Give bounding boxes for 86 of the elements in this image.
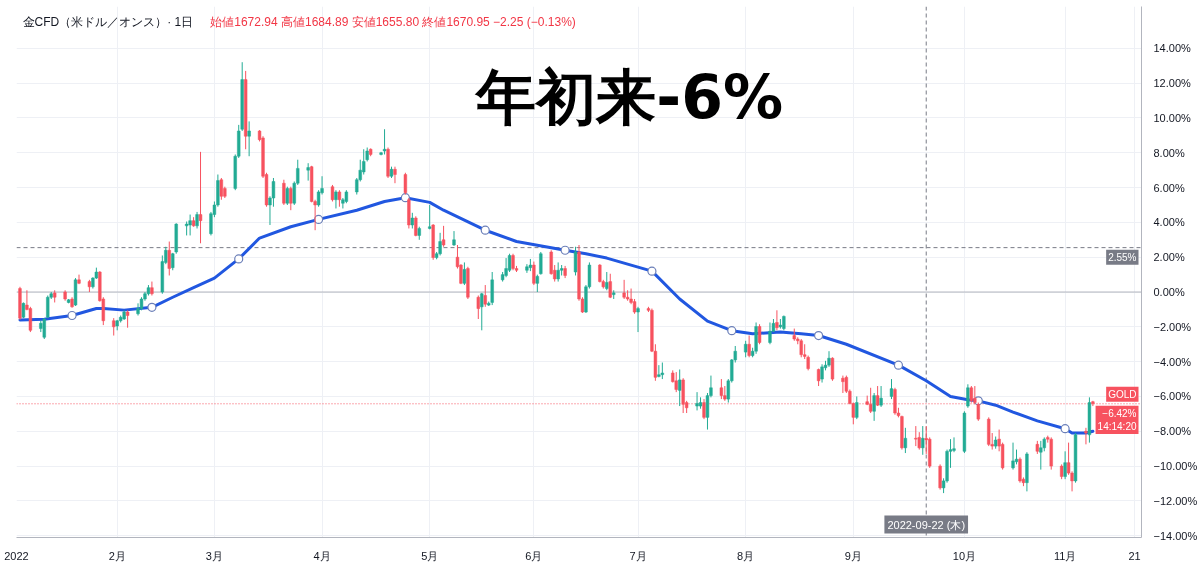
candlestick <box>438 232 442 256</box>
y-tick-label: 14.00% <box>1153 42 1192 55</box>
candlestick <box>289 186 293 211</box>
candlestick <box>757 323 762 345</box>
candlestick <box>1018 456 1022 484</box>
candlestick <box>976 402 980 422</box>
candlestick <box>827 350 831 368</box>
candlestick <box>282 179 286 206</box>
candlestick <box>889 378 894 400</box>
point <box>480 225 490 235</box>
candlestick <box>1039 440 1043 471</box>
candlestick <box>403 172 408 196</box>
ref-line-label: 2.55% <box>1108 251 1137 263</box>
candlestick <box>622 279 626 300</box>
y-tick-label: 4.00% <box>1153 216 1185 229</box>
candlestick <box>820 363 824 384</box>
ref-line-label: 2022-09-22 (木) <box>887 518 966 531</box>
y-tick-label: 8.00% <box>1153 146 1185 159</box>
candlestick <box>608 273 612 299</box>
text: 金CFD（米ドル／オンス）· 1日 <box>22 14 194 29</box>
candlestick <box>768 321 772 345</box>
candlestick <box>428 204 432 230</box>
point <box>147 302 157 312</box>
point <box>727 326 737 336</box>
point <box>893 360 904 370</box>
x-tick-label: 2月 <box>108 549 126 562</box>
ref-line-label: −6.42% 14:14:20 <box>1097 407 1137 432</box>
candlestick <box>855 395 859 420</box>
point <box>647 266 657 276</box>
candlestick <box>150 281 154 296</box>
candlestick <box>539 251 543 276</box>
candlestick <box>441 225 446 248</box>
annotation: 始値1672.94 高値1684.89 安値1655.80 終値1670.95 −2.25 (−0.13%) <box>210 14 576 29</box>
candlestick <box>504 257 508 278</box>
candlestick <box>476 295 480 320</box>
x-tick-label: 6月 <box>525 549 543 562</box>
point <box>67 310 77 321</box>
candlestick <box>719 378 723 400</box>
candlestick <box>914 425 918 447</box>
candlestick <box>452 230 456 247</box>
x-tick-label: 11月 <box>1053 549 1077 562</box>
candlestick <box>483 284 487 308</box>
candlestick <box>573 246 578 276</box>
point <box>234 254 244 264</box>
candlestick <box>1084 427 1088 445</box>
y-tick-label: 0.00% <box>1153 286 1185 299</box>
candlestick <box>921 425 925 456</box>
candlestick <box>872 392 876 422</box>
y-tick-label: −4.00% <box>1153 355 1192 368</box>
x-tick-label: 4月 <box>313 549 331 562</box>
candlestick <box>636 306 640 333</box>
candlestick <box>695 391 699 411</box>
y-tick-label: −6.00% <box>1153 390 1192 403</box>
candlestick <box>219 177 223 201</box>
y-tick-label: −8.00% <box>1153 425 1192 438</box>
y-tick-label: 2.00% <box>1153 251 1185 264</box>
candlestick <box>903 427 908 454</box>
candlestick <box>247 120 251 157</box>
x-tick-label: 7月 <box>629 549 647 562</box>
candlestick <box>28 306 33 333</box>
candlestick <box>605 271 609 291</box>
text: 年初来-6% <box>474 61 784 132</box>
y-tick-label: −14.00% <box>1153 529 1198 542</box>
x-tick-label: 2022 <box>4 549 29 562</box>
x-tick-label: 8月 <box>737 549 755 562</box>
candlestick <box>830 356 835 382</box>
y-tick-label: 12.00% <box>1153 77 1192 90</box>
y-tick-label: −2.00% <box>1153 320 1192 333</box>
point <box>1060 424 1070 434</box>
x-tick-label: 21 <box>1128 549 1141 562</box>
candlestick <box>285 186 289 206</box>
candlestick <box>480 292 484 331</box>
x-tick-label: 3月 <box>205 549 223 562</box>
y-tick-label: 6.00% <box>1153 181 1185 194</box>
x-tick-label: 5月 <box>421 549 439 562</box>
x-tick-label: 10月 <box>952 549 977 562</box>
point <box>560 245 570 255</box>
y-tick-label: −12.00% <box>1153 494 1198 507</box>
candlestick <box>532 261 536 286</box>
candlestick <box>678 369 682 407</box>
point <box>813 330 824 341</box>
candlestick <box>938 463 942 491</box>
y-tick-label: 10.00% <box>1153 111 1192 124</box>
series-label: GOLD <box>1108 388 1137 400</box>
y-tick-label: −10.00% <box>1153 460 1198 473</box>
x-tick-label: 9月 <box>844 549 862 562</box>
